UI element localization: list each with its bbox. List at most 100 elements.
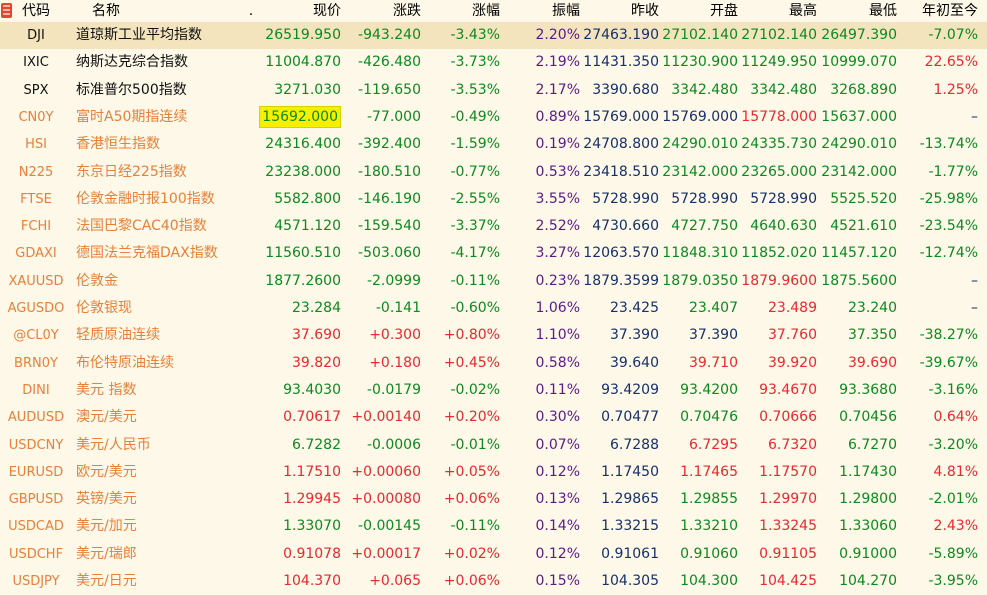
cell-change: -159.540 bbox=[345, 213, 421, 240]
table-row[interactable]: CN0Y 富时A50期指连续 15692.000 -77.000 -0.49% 0.89%… bbox=[0, 104, 987, 131]
cell-price: 0.70617 bbox=[258, 404, 341, 431]
table-row[interactable]: N225 东京日经225指数 23238.000 -180.510 -0.77% 0.53… bbox=[0, 159, 987, 186]
table-row[interactable]: AUDUSD 澳元/美元 0.70617 +0.00140 +0.20% 0.30% 0.7… bbox=[0, 404, 987, 431]
cell-pct: -3.43% bbox=[424, 22, 500, 49]
cell-name-value: 标准普尔500指数 bbox=[76, 81, 187, 98]
cell-change-value: -0.141 bbox=[375, 300, 421, 316]
cell-open: 5728.990 bbox=[662, 186, 738, 213]
cell-high-value: 11249.950 bbox=[741, 54, 817, 71]
cell-amp-value: 0.15% bbox=[535, 573, 580, 589]
cell-amp: 0.58% bbox=[503, 350, 580, 377]
cell-prev-value: 12063.570 bbox=[583, 245, 659, 262]
table-row[interactable]: GBPUSD 英镑/美元 1.29945 +0.00080 +0.06% 0.13% 1.2… bbox=[0, 486, 987, 513]
table-row[interactable]: USDCNY 美元/人民币 6.7282 -0.0006 -0.01% 0.07% 6.72… bbox=[0, 432, 987, 459]
cell-low: 1.33060 bbox=[820, 513, 897, 540]
cell-prev: 6.7288 bbox=[583, 432, 659, 459]
table-row[interactable]: GDAXI 德国法兰克福DAX指数 11560.510 -503.060 -4.17% 3… bbox=[0, 240, 987, 267]
cell-low-value: 26497.390 bbox=[821, 27, 897, 43]
cell-prev: 104.305 bbox=[583, 568, 659, 595]
cell-high: 93.4670 bbox=[741, 377, 817, 404]
cell-name-value: 德国法兰克福DAX指数 bbox=[76, 245, 218, 262]
cell-change: -0.0179 bbox=[345, 377, 421, 404]
cell-change: -146.190 bbox=[345, 186, 421, 213]
cell-high-value: 0.70666 bbox=[759, 409, 817, 426]
table-header: 代码 名称 . 现价 涨跌 涨幅 振幅 昨收 开盘 最高 最低 年初至今 bbox=[0, 0, 987, 23]
cell-high-value: 5728.990 bbox=[750, 190, 817, 207]
cell-ytd: -2.01% bbox=[900, 486, 978, 513]
cell-price: 23.284 bbox=[258, 295, 341, 322]
cell-code: FTSE bbox=[0, 186, 72, 213]
cell-code-value: USDCHF bbox=[8, 546, 64, 562]
column-header-price[interactable]: 现价 bbox=[313, 3, 341, 19]
column-header-high[interactable]: 最高 bbox=[789, 3, 817, 19]
cell-open: 6.7295 bbox=[662, 432, 738, 459]
column-header-ytd[interactable]: 年初至今 bbox=[922, 3, 978, 19]
cell-ytd: -7.07% bbox=[900, 22, 978, 49]
cell-low-value: 3268.890 bbox=[830, 81, 897, 98]
cell-pct-value: -3.53% bbox=[450, 81, 500, 98]
table-row[interactable]: DJI 道琼斯工业平均指数 26519.950 -943.240 -3.43% 2.20%… bbox=[0, 22, 987, 49]
cell-prev: 1879.3599 bbox=[583, 268, 659, 295]
table-row[interactable]: BRN0Y 布伦特原油连续 39.820 +0.180 +0.45% 0.58% 39.64… bbox=[0, 350, 987, 377]
column-header-pct[interactable]: 涨幅 bbox=[472, 3, 500, 19]
column-header-name[interactable]: 名称 bbox=[92, 3, 120, 19]
cell-code-value: GBPUSD bbox=[8, 492, 64, 508]
table-row[interactable]: FCHI 法国巴黎CAC40指数 4571.120 -159.540 -3.37% 2.5… bbox=[0, 213, 987, 240]
cell-prev-value: 1.33215 bbox=[601, 518, 659, 535]
cell-open: 1879.0350 bbox=[662, 268, 738, 295]
cell-high: 27102.140 bbox=[741, 22, 817, 49]
cell-open-value: 0.91060 bbox=[680, 545, 738, 562]
cell-amp: 0.23% bbox=[503, 268, 580, 295]
table-row[interactable]: EURUSD 欧元/美元 1.17510 +0.00060 +0.05% 0.12% 1.1… bbox=[0, 459, 987, 486]
column-settings-icon[interactable] bbox=[1, 3, 12, 18]
table-row[interactable]: USDCAD 美元/加元 1.33070 -0.00145 -0.11% 0.14% 1.3… bbox=[0, 513, 987, 540]
column-header-open[interactable]: 开盘 bbox=[710, 3, 738, 19]
table-row[interactable]: USDJPY 美元/日元 104.370 +0.065 +0.06% 0.15% 104.3… bbox=[0, 568, 987, 595]
cell-pct: -0.01% bbox=[424, 432, 500, 459]
cell-prev: 23.425 bbox=[583, 295, 659, 322]
table-row[interactable]: XAUUSD 伦敦金 1877.2600 -2.0999 -0.11% 0.23% 1879… bbox=[0, 268, 987, 295]
cell-name: 美元/瑞郎 bbox=[76, 541, 256, 568]
cell-change-value: -0.0006 bbox=[366, 436, 421, 453]
column-header-low[interactable]: 最低 bbox=[869, 3, 897, 19]
table-row[interactable]: DINI 美元 指数 93.4030 -0.0179 -0.02% 0.11% 93.420… bbox=[0, 377, 987, 404]
cell-pct: -1.59% bbox=[424, 131, 500, 158]
table-row[interactable]: FTSE 伦敦金融时报100指数 5582.800 -146.190 -2.55% 3.5… bbox=[0, 186, 987, 213]
column-header-change[interactable]: 涨跌 bbox=[393, 3, 421, 19]
table-row[interactable]: SPX 标准普尔500指数 3271.030 -119.650 -3.53% 2.17% 3… bbox=[0, 77, 987, 104]
cell-name: 伦敦金 bbox=[76, 268, 256, 295]
cell-prev: 5728.990 bbox=[583, 186, 659, 213]
cell-prev-value: 39.640 bbox=[610, 354, 659, 371]
cell-high-value: 1879.9600 bbox=[741, 272, 817, 289]
cell-open: 39.710 bbox=[662, 350, 738, 377]
cell-ytd: -12.74% bbox=[900, 240, 978, 267]
cell-amp-value: 2.52% bbox=[535, 218, 580, 235]
table-row[interactable]: IXIC 纳斯达克综合指数 11004.870 -426.480 -3.73% 2.19%… bbox=[0, 49, 987, 76]
cell-high-value: 39.920 bbox=[768, 354, 817, 371]
cell-name-value: 法国巴黎CAC40指数 bbox=[76, 218, 207, 235]
cell-code: EURUSD bbox=[0, 459, 72, 486]
cell-code-value: SPX bbox=[23, 82, 49, 98]
cell-low-value: 1.33060 bbox=[839, 518, 897, 535]
column-header-amp[interactable]: 振幅 bbox=[552, 3, 580, 19]
cell-change-value: +0.180 bbox=[369, 354, 421, 371]
cell-code: AGUSDO bbox=[0, 295, 72, 322]
cell-open-value: 1.29855 bbox=[680, 491, 738, 508]
cell-pct: -2.55% bbox=[424, 186, 500, 213]
cell-ytd-value: -23.54% bbox=[919, 218, 978, 235]
cell-code: DINI bbox=[0, 377, 72, 404]
cell-ytd: 22.65% bbox=[900, 49, 978, 76]
cell-high: 1.33245 bbox=[741, 513, 817, 540]
cell-change-value: -0.00145 bbox=[358, 518, 421, 535]
cell-low-value: 0.91000 bbox=[839, 545, 897, 562]
table-row[interactable]: HSI 香港恒生指数 24316.400 -392.400 -1.59% 0.19% 247… bbox=[0, 131, 987, 158]
table-row[interactable]: AGUSDO 伦敦银现 23.284 -0.141 -0.60% 1.06% 23.425 2… bbox=[0, 295, 987, 322]
table-row[interactable]: @CL0Y 轻质原油连续 37.690 +0.300 +0.80% 1.10% 37.390… bbox=[0, 322, 987, 349]
column-header-code[interactable]: 代码 bbox=[0, 0, 72, 22]
table-row[interactable]: USDCHF 美元/瑞郎 0.91078 +0.00017 +0.02% 0.12% 0.9… bbox=[0, 541, 987, 568]
cell-ytd-value: – bbox=[971, 300, 978, 316]
column-header-prev[interactable]: 昨收 bbox=[631, 3, 659, 19]
cell-ytd: 2.43% bbox=[900, 513, 978, 540]
cell-name: 标准普尔500指数 bbox=[76, 77, 256, 104]
